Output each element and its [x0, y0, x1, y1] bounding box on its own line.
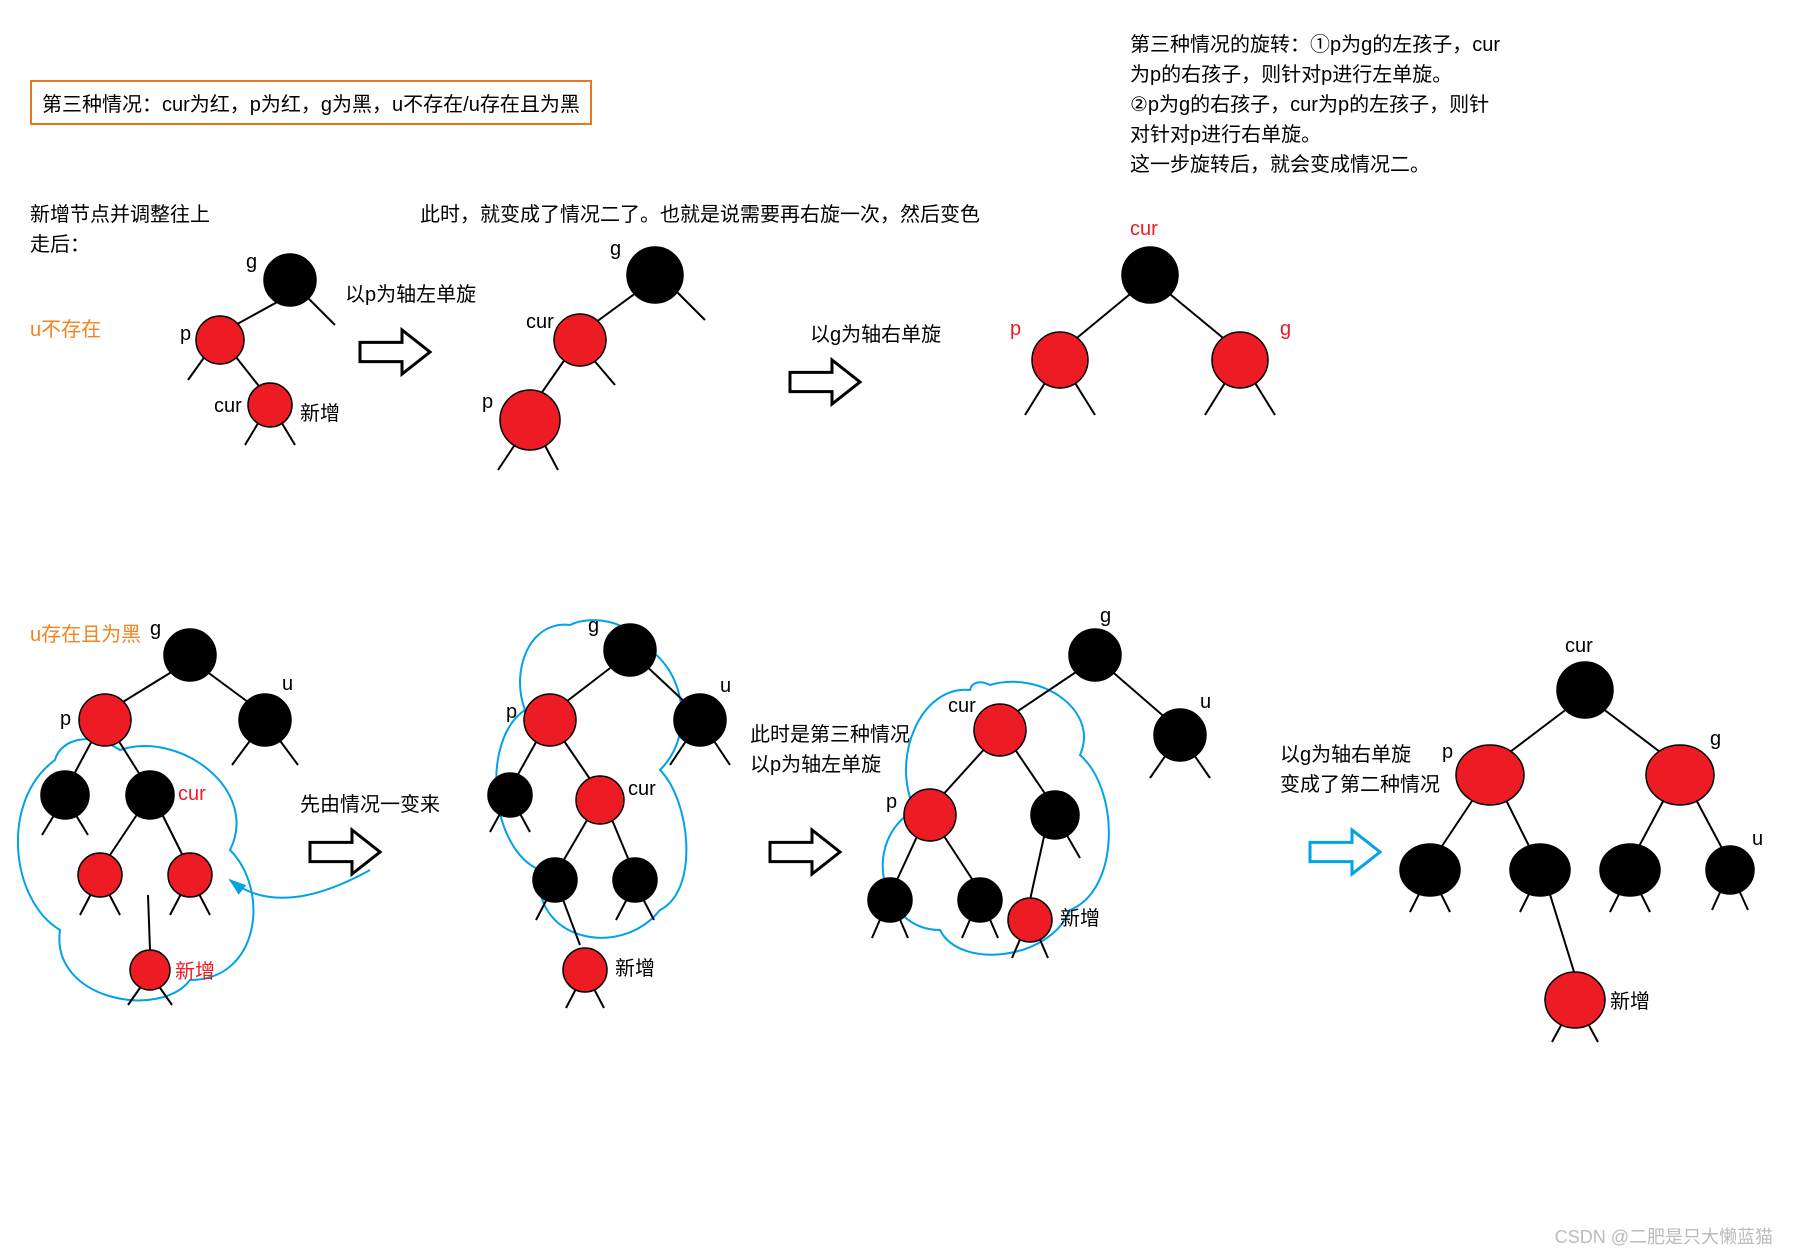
node-cur — [554, 314, 606, 366]
node-label: 新增 — [175, 960, 215, 983]
node-u — [1154, 709, 1206, 761]
node-b2 — [1510, 844, 1570, 896]
node-label: cur — [628, 778, 656, 800]
node-p — [500, 390, 560, 450]
node-label: p — [60, 708, 71, 730]
row1-step1-caption: 以p为轴左单旋 — [345, 280, 476, 310]
row1-mid-caption: 此时，就变成了情况二了。也就是说需要再右旋一次，然后变色 — [420, 200, 980, 230]
node-label: p — [1010, 318, 1021, 340]
node-label: u — [720, 675, 731, 697]
node-g — [1646, 745, 1714, 805]
node-label: u — [1752, 828, 1763, 850]
row1-step2-caption: 以g为轴右单旋 — [810, 320, 941, 350]
row1-intro: 新增节点并调整往上 走后： — [30, 200, 210, 260]
node-b1 — [41, 771, 89, 819]
node-cur — [974, 704, 1026, 756]
tree: g cur p — [482, 238, 705, 470]
step-arrow — [770, 830, 840, 874]
node-b3 — [1600, 844, 1660, 896]
step-arrow — [790, 360, 860, 404]
node-label: 新增 — [615, 957, 655, 980]
node-cur — [576, 776, 624, 824]
node-b2 — [1031, 791, 1079, 839]
node-r1 — [78, 853, 122, 897]
node-label: g — [1710, 728, 1721, 750]
step-arrow — [360, 330, 430, 374]
node-p — [1032, 332, 1088, 388]
node-b1 — [1400, 844, 1460, 896]
node-p — [196, 316, 244, 364]
step-arrow — [310, 830, 380, 874]
node-label: g — [610, 238, 621, 260]
row2-mid-caption: 此时是第三种情况 以p为轴左单旋 — [750, 720, 910, 780]
node-g — [604, 624, 656, 676]
node-b1 — [868, 878, 912, 922]
node-cur — [1557, 662, 1613, 718]
node-p — [524, 694, 576, 746]
node-label: p — [506, 701, 517, 723]
node-label: 新增 — [1610, 990, 1650, 1013]
node-label: cur — [214, 395, 242, 417]
node-p — [1456, 745, 1524, 805]
node-label: cur — [1130, 218, 1158, 240]
row1-case-label: u不存在 — [30, 315, 101, 345]
node-label: g — [1280, 318, 1291, 340]
node-b1 — [488, 773, 532, 817]
node-cur — [126, 771, 174, 819]
node-u — [1706, 846, 1754, 894]
node-g — [627, 247, 683, 303]
node-label: u — [1200, 691, 1211, 713]
node-label: cur — [526, 311, 554, 333]
node-label: cur — [1565, 635, 1593, 657]
node-new — [563, 948, 607, 992]
node-new — [1545, 972, 1605, 1028]
node-g — [1212, 332, 1268, 388]
node-label: cur — [178, 783, 206, 805]
node-g — [1069, 629, 1121, 681]
node-label: g — [246, 251, 257, 273]
node-cur — [1122, 247, 1178, 303]
node-g — [164, 629, 216, 681]
node-label: p — [180, 323, 191, 345]
node-label: u — [282, 673, 293, 695]
node-label: g — [1100, 605, 1111, 627]
tree: g cur u p 新增 — [868, 605, 1211, 958]
tree: cur p g u 新增 — [1400, 635, 1763, 1042]
node-b3 — [613, 858, 657, 902]
row2-step1-caption: 先由情况一变来 — [300, 790, 440, 820]
node-b2 — [533, 858, 577, 902]
node-label2: 新增 — [300, 402, 340, 425]
node-label: 新增 — [1060, 907, 1100, 930]
node-label: p — [482, 391, 493, 413]
diagram-stage: g p cur 新增 g cur p cur p g g p u cur 新增 g p u cur 新增 g cur u p 新… — [0, 0, 1793, 1259]
node-g — [264, 254, 316, 306]
title-box: 第三种情况：cur为红，p为红，g为黑，u不存在/u存在且为黑 — [30, 80, 592, 125]
watermark: CSDN @二肥是只大懒蓝猫 — [1555, 1223, 1773, 1249]
node-p — [79, 694, 131, 746]
row2-step3-caption: 以g为轴右单旋 变成了第二种情况 — [1280, 740, 1440, 800]
row2-case-label: u存在且为黑 — [30, 620, 141, 650]
tree: g p u cur 新增 — [18, 618, 298, 1005]
node-label: p — [886, 791, 897, 813]
tree: g p cur 新增 — [180, 251, 340, 445]
node-label: g — [588, 615, 599, 637]
node-cur — [248, 383, 292, 427]
node-new — [130, 950, 170, 990]
node-label: p — [1442, 741, 1453, 763]
node-p — [904, 789, 956, 841]
node-new — [1008, 898, 1052, 942]
node-u — [674, 694, 726, 746]
step-arrow — [1310, 830, 1380, 874]
node-label: cur — [948, 695, 976, 717]
top-right-paragraph: 第三种情况的旋转：①p为g的左孩子，cur为p的右孩子，则针对p进行左单旋。②p… — [1130, 30, 1670, 180]
node-r2 — [168, 853, 212, 897]
node-label: g — [150, 618, 161, 640]
tree: cur p g — [1010, 218, 1291, 415]
tree: g p u cur 新增 — [488, 615, 731, 1008]
node-b3 — [958, 878, 1002, 922]
node-u — [239, 694, 291, 746]
